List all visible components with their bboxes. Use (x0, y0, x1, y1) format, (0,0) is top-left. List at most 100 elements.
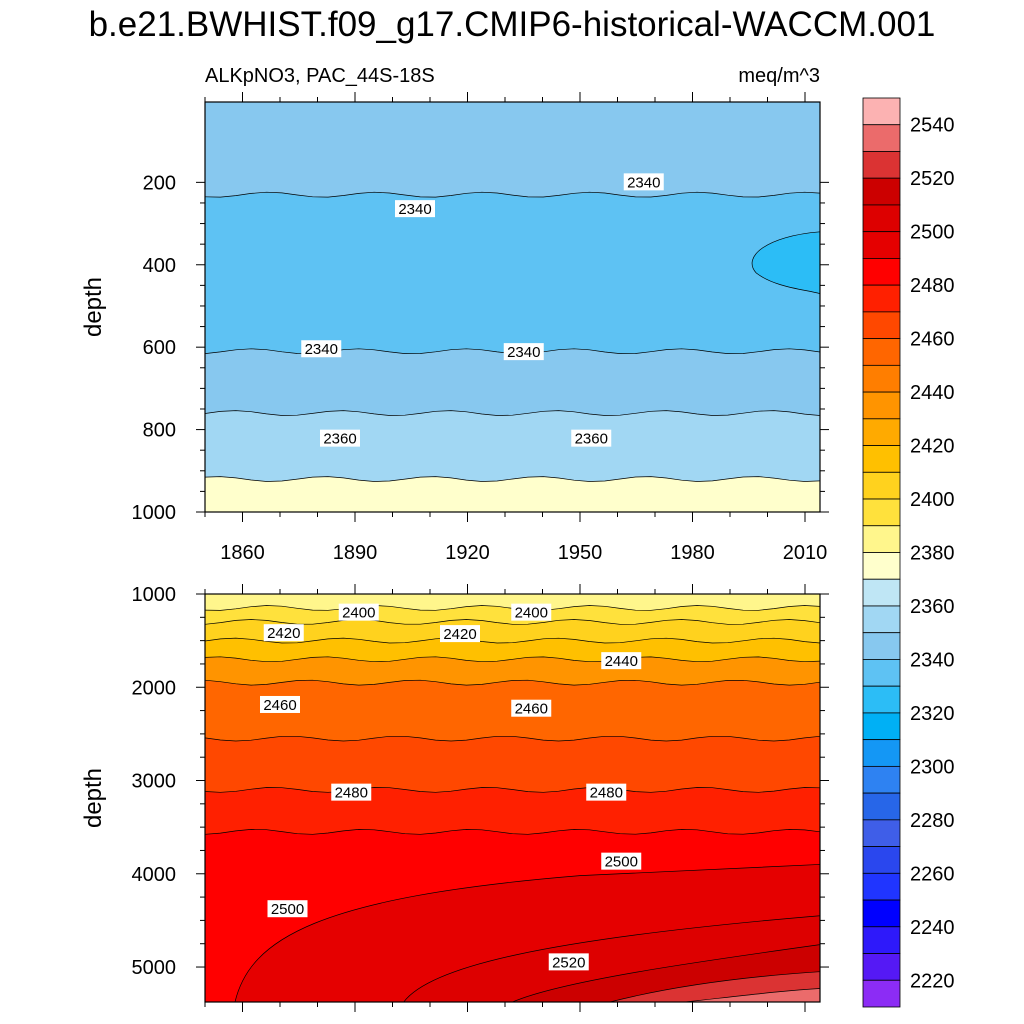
lower-y-tick-label: 4000 (132, 864, 177, 886)
lower-y-axis-label: depth (80, 768, 107, 828)
colorbar-label: 2420 (910, 436, 955, 458)
svg-text:2360: 2360 (575, 431, 608, 448)
colorbar-label: 2320 (910, 703, 955, 725)
svg-text:2460: 2460 (515, 701, 548, 718)
lower-band-2420 (205, 638, 820, 663)
upper-y-tick-label: 200 (143, 172, 176, 194)
colorbar-box (862, 391, 901, 420)
colorbar-box (862, 258, 901, 286)
colorbar-box (862, 525, 901, 553)
lower-contour-label: 2440 (601, 652, 642, 670)
lower-contour-label: 2520 (548, 953, 589, 971)
lower-contour-line (609, 971, 820, 1002)
colorbar-box (862, 685, 901, 714)
upper-contour-line (751, 231, 820, 294)
upper-panel-ticks: 200 400 600 800 1000 1860 1890 1920 1950 1980 2010 (132, 92, 829, 564)
colorbar-box (862, 979, 901, 1008)
upper-y-tick-label: 400 (143, 255, 176, 277)
colorbar-box (862, 418, 901, 446)
colorbar-box (862, 471, 901, 500)
colorbar-label: 2460 (910, 329, 955, 351)
upper-panel-frame (204, 101, 821, 513)
colorbar-box (862, 712, 901, 741)
colorbar-box (862, 151, 901, 179)
svg-text:2480: 2480 (590, 785, 623, 802)
lower-y-tick-label: 2000 (132, 677, 177, 699)
colorbar-box (862, 311, 901, 340)
colorbar-label: 2340 (910, 649, 955, 671)
upper-y-axis-label: depth (80, 277, 107, 337)
colorbar-box (862, 364, 901, 393)
colorbar: 2540 2520 2500 2480 2460 2440 2420 2400 2380 2360… (862, 97, 955, 1024)
lower-contour-label: 2460 (511, 699, 552, 718)
upper-band-2380 (205, 476, 820, 512)
lower-panel-contours (205, 605, 820, 1002)
lower-contour-label: 2500 (601, 852, 642, 871)
colorbar-box (862, 338, 901, 366)
svg-text:2340: 2340 (398, 201, 431, 218)
colorbar-box (862, 578, 901, 607)
x-tick-label: 2010 (783, 542, 828, 564)
lower-contour-label: 2400 (338, 603, 379, 622)
upper-band-2350 (205, 102, 820, 198)
colorbar-box (862, 204, 901, 233)
colorbar-label: 2280 (910, 810, 955, 832)
upper-y-tick-label: 800 (143, 420, 176, 442)
colorbar-box (862, 445, 901, 473)
colorbar-box (862, 552, 901, 580)
x-tick-label: 1950 (558, 542, 603, 564)
left-subtitle: ALKpNO3, PAC_44S-18S (205, 65, 435, 87)
colorbar-box (862, 284, 901, 313)
lower-contour-label: 2500 (267, 900, 308, 918)
lower-contour-label: 2460 (260, 695, 300, 714)
svg-text:2500: 2500 (271, 901, 304, 918)
upper-band-2360 (205, 410, 820, 482)
lower-band-2410 (205, 619, 820, 644)
upper-contour-label: 2360 (320, 429, 360, 448)
colorbar-box (862, 926, 901, 954)
colorbar-label: 2480 (910, 275, 955, 297)
lower-contour-line (205, 637, 820, 644)
colorbar-box (862, 498, 901, 527)
lower-contour-line (403, 915, 820, 1002)
svg-text:2360: 2360 (323, 431, 356, 448)
lower-contour-line (205, 787, 820, 793)
colorbar-label: 2400 (910, 489, 955, 511)
colorbar-box (862, 899, 901, 928)
colorbar-box (862, 124, 901, 152)
upper-contour-label: 2340 (395, 200, 435, 218)
svg-text:2340: 2340 (627, 174, 660, 191)
figure-title: b.e21.BWHIST.f09_g17.CMIP6-historical-WA… (89, 5, 936, 44)
svg-text:2520: 2520 (552, 954, 585, 971)
upper-contour-label: 2360 (571, 429, 612, 448)
colorbar-label: 2360 (910, 596, 955, 618)
colorbar-label: 2500 (910, 222, 955, 244)
svg-text:2340: 2340 (305, 341, 338, 358)
lower-band-2470 (205, 736, 820, 793)
x-tick-label: 1890 (333, 542, 378, 564)
upper-y-tick-label: 1000 (132, 502, 177, 524)
upper-contour-label: 2340 (503, 343, 544, 361)
colorbar-label: 2380 (910, 543, 955, 565)
upper-contour-label: 2340 (301, 340, 342, 358)
colorbar-label: 2540 (910, 115, 955, 137)
upper-contour-label: 2340 (623, 173, 664, 191)
svg-text:2400: 2400 (342, 605, 375, 622)
colorbar-box (862, 872, 901, 901)
colorbar-box (862, 953, 901, 981)
svg-text:2340: 2340 (507, 344, 540, 361)
colorbar-box (862, 819, 901, 847)
upper-contour-line (205, 191, 820, 198)
upper-contour-line (205, 476, 820, 482)
upper-panel-contour-labels: 2340 2340 2340 2340 2360 2360 (301, 173, 664, 448)
upper-band-2340 (205, 192, 820, 355)
lower-contour-line (205, 829, 820, 835)
lower-deep-region (685, 988, 820, 1002)
upper-minimum-patch (752, 231, 820, 294)
lower-panel-contour-labels: 2400 2400 2420 2420 2440 2460 2460 2480 2480 2500… (260, 603, 642, 971)
colorbar-label: 2520 (910, 168, 955, 190)
x-tick-label: 1860 (220, 542, 265, 564)
svg-text:2400: 2400 (515, 605, 548, 622)
lower-contour-label: 2400 (511, 603, 552, 622)
